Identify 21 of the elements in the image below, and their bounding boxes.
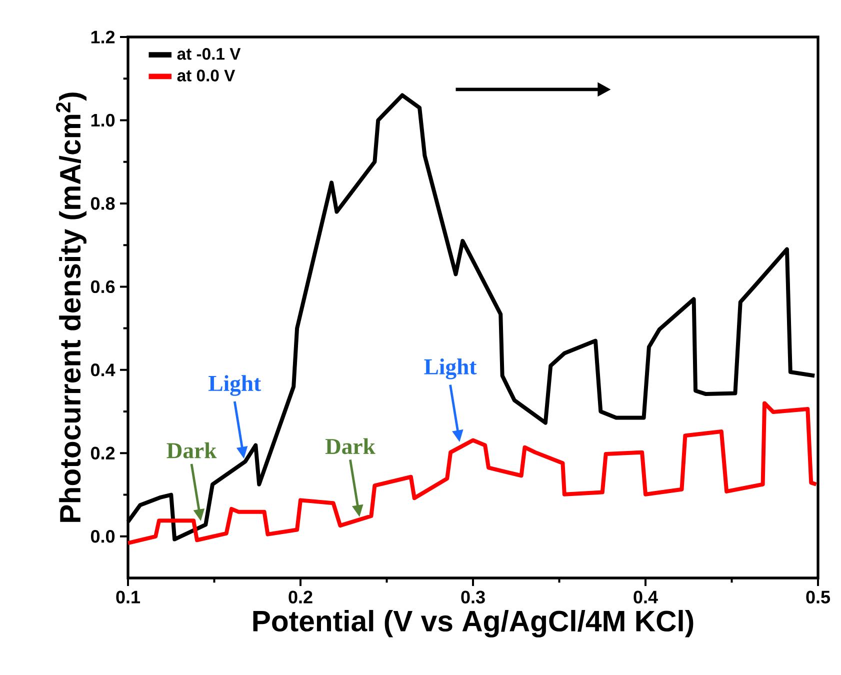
x-axis-title: Potential (V vs Ag/AgCl/4M KCl) — [253, 610, 694, 638]
y-tick-label: 0.0 — [90, 530, 115, 543]
annotation: Dark — [325, 438, 376, 454]
y-tick-label: 0.2 — [90, 446, 115, 460]
annotation: Dark — [166, 442, 217, 458]
legend-label: at -0.1 V — [177, 48, 241, 60]
annotation: Light — [424, 358, 477, 380]
y-tick-label: 0.8 — [90, 197, 115, 210]
annotation: Light — [208, 375, 261, 396]
x-tick-label: 0.3 — [461, 590, 485, 604]
x-tick-label: 0.4 — [634, 590, 658, 604]
y-tick-label: 0.6 — [90, 280, 115, 294]
x-tick-label: 0.1 — [116, 590, 140, 604]
x-tick-label: 0.5 — [806, 590, 830, 604]
y-tick-label: 0.4 — [90, 364, 116, 376]
line-series — [126, 401, 818, 546]
x-tick-label: 0.2 — [288, 590, 312, 604]
legend-label: at 0.0 V — [177, 70, 236, 82]
y-tick-label: 1.2 — [91, 30, 115, 44]
y-tick-label: 1.0 — [91, 114, 115, 127]
y-axis-title: Photocurrent density (mA/cm$^{2}$) — [56, 92, 86, 522]
